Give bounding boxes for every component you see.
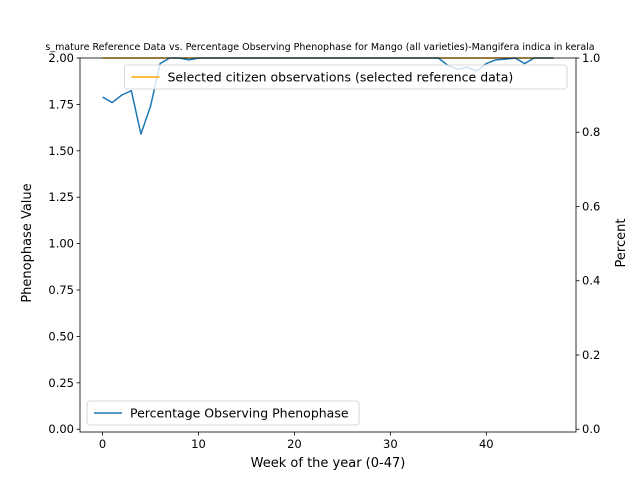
chart-title: s_mature Reference Data vs. Percentage O… — [45, 42, 594, 53]
y-tick-label: 0.75 — [48, 283, 74, 297]
x-axis-label: Week of the year (0-47) — [251, 456, 406, 471]
y-tick-label: 2.00 — [48, 51, 74, 65]
x-tick-label: 40 — [479, 437, 494, 451]
y-axis-label: Phenophase Value — [20, 183, 35, 302]
legend-label: Selected citizen observations (selected … — [168, 70, 514, 85]
plot-area: 0 10 20 30 40 0.00 0.25 0.50 0.75 1.00 1.25 1.50 1.7… — [48, 51, 600, 451]
axes-frame — [79, 57, 577, 433]
x-tick-label: 30 — [383, 437, 398, 451]
y-tick-label: 1.75 — [48, 97, 74, 111]
y2-tick-label: 0.4 — [582, 274, 600, 288]
y2-tick-label: 0.8 — [582, 125, 600, 139]
legend-box — [124, 64, 568, 90]
y2-tick-label: 0.2 — [582, 348, 600, 362]
y-tick-label: 1.00 — [48, 237, 74, 251]
legend-1: Percentage Observing Phenophase — [86, 400, 360, 426]
y-tick-label: 0.25 — [48, 376, 74, 390]
x-tick-label: 10 — [191, 437, 206, 451]
y2-tick-label: 0.0 — [582, 422, 600, 436]
y2-axis-label: Percent — [614, 219, 629, 268]
x-tick-label: 0 — [99, 437, 106, 451]
y2-tick-label: 0.6 — [582, 199, 600, 213]
y2-tick-label: 1.0 — [582, 51, 600, 65]
y-tick-label: 0.00 — [48, 422, 74, 436]
legend-0: Selected citizen observations (selected … — [124, 64, 568, 90]
y-tick-label: 1.25 — [48, 190, 74, 204]
x-tick-label: 20 — [287, 437, 302, 451]
y-tick-label: 0.50 — [48, 329, 74, 343]
y-tick-label: 1.50 — [48, 144, 74, 158]
legend-label: Percentage Observing Phenophase — [130, 406, 349, 421]
legend-box — [86, 400, 360, 426]
